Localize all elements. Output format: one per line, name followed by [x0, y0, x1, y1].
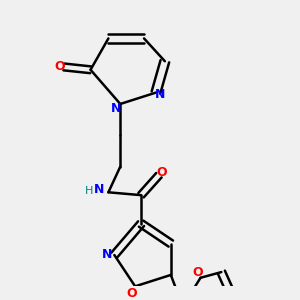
Text: O: O: [192, 266, 203, 279]
Text: O: O: [157, 166, 167, 179]
Text: O: O: [127, 287, 137, 300]
Text: N: N: [155, 88, 166, 101]
Text: N: N: [111, 102, 121, 115]
Text: N: N: [94, 183, 105, 196]
Text: O: O: [54, 60, 65, 74]
Text: H: H: [85, 186, 93, 196]
Text: N: N: [102, 248, 112, 262]
